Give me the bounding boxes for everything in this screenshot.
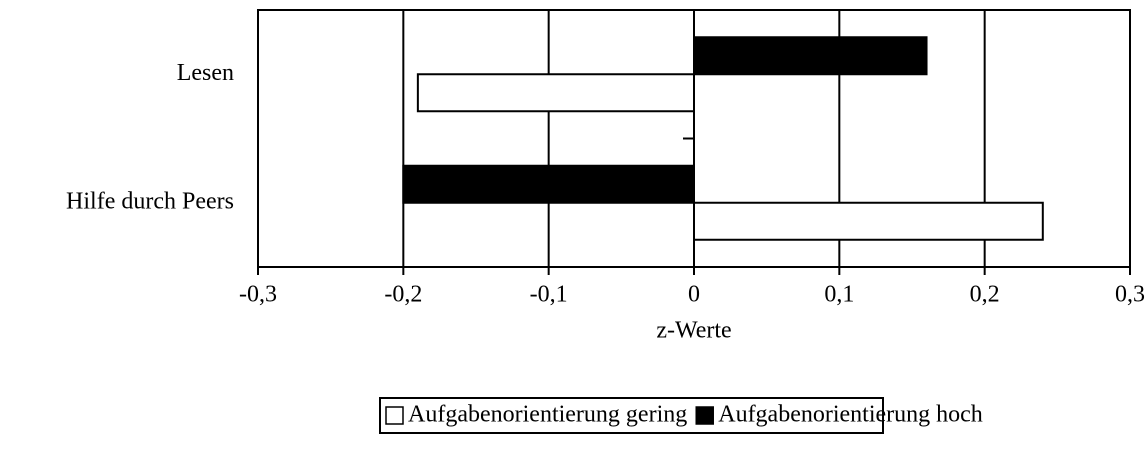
legend-swatch (385, 406, 404, 425)
bar (693, 36, 928, 76)
legend-box (379, 397, 884, 434)
y-tick-label: Hilfe durch Peers (66, 188, 234, 214)
legend-label: Aufgabenorientierung hoch (718, 402, 983, 428)
legend-label: Aufgabenorientierung gering (408, 402, 687, 428)
bar (416, 73, 695, 113)
x-tick-label: -0,2 (384, 282, 422, 308)
x-tick-label: -0,1 (530, 282, 568, 308)
x-tick-label: -0,3 (239, 282, 277, 308)
legend-swatch (695, 406, 714, 425)
x-axis-label: z-Werte (656, 318, 731, 344)
x-tick-label: 0,2 (970, 282, 1000, 308)
plot-frame (257, 9, 1131, 268)
bar (693, 201, 1044, 241)
x-tick-label: 0 (688, 282, 700, 308)
x-tick-label: 0,1 (824, 282, 854, 308)
y-tick-label: Lesen (177, 60, 234, 86)
bar (402, 164, 695, 204)
x-tick-label: 0,3 (1115, 282, 1145, 308)
